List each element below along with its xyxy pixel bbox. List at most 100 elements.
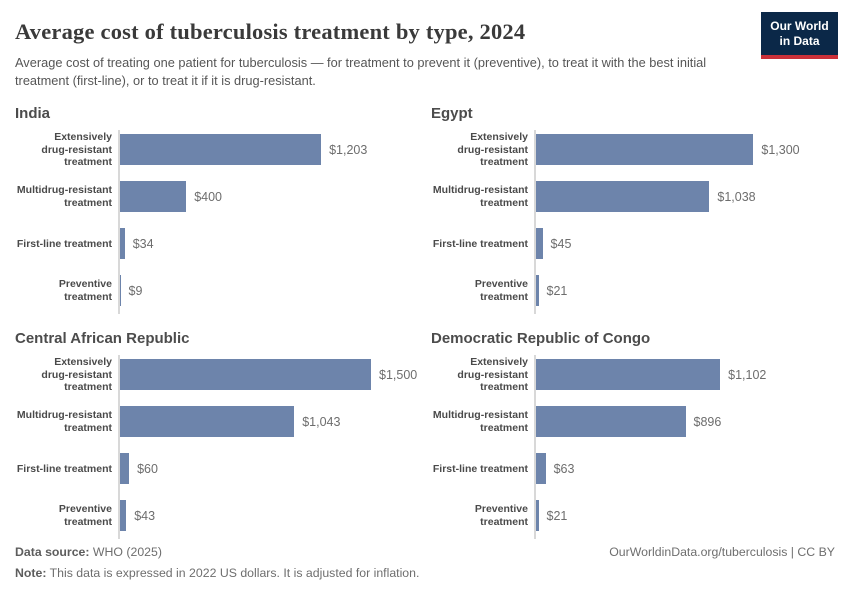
bar-area: $21 xyxy=(535,275,568,307)
bar[interactable] xyxy=(535,134,754,166)
country-panel: Egypt Extensively drug-resistant treatment $… xyxy=(431,105,835,315)
owid-logo-line1: Our World xyxy=(770,19,829,33)
bar-row: Preventive treatment $9 xyxy=(15,275,419,307)
value-label: $896 xyxy=(693,414,722,429)
panels-grid: India Extensively drug-resistant treatment $… xyxy=(15,105,835,540)
panel-title: Central African Republic xyxy=(15,330,190,348)
value-label: $43 xyxy=(134,508,156,523)
country-panel: Democratic Republic of Congo Extensively d… xyxy=(431,330,835,540)
panel-rows: Extensively drug-resistant treatment $1,203… xyxy=(15,130,419,315)
bar-row: Extensively drug-resistant treatment $1,500 xyxy=(15,356,419,393)
chart-subtitle: Average cost of treating one patient for… xyxy=(15,55,707,89)
category-label: First-line treatment xyxy=(432,237,528,250)
bar[interactable] xyxy=(119,406,295,438)
chart-footer: Data source: WHO (2025) OurWorldinData.o… xyxy=(15,542,835,584)
value-label: $400 xyxy=(194,189,222,204)
bar-area: $43 xyxy=(119,500,156,532)
owid-logo-red-strip xyxy=(761,55,838,59)
bar-area: $9 xyxy=(119,275,143,307)
value-label: $34 xyxy=(132,236,154,251)
value-label: $1,203 xyxy=(329,142,368,157)
bar-row: Multidrug-resistant treatment $1,038 xyxy=(431,181,835,213)
panel-title: Egypt xyxy=(431,105,473,123)
category-label: Extensively drug-resistant treatment xyxy=(41,131,112,168)
category-label: Preventive treatment xyxy=(474,278,528,303)
bar[interactable] xyxy=(119,359,371,391)
bar[interactable] xyxy=(535,228,543,260)
note-label: Note: xyxy=(15,566,47,581)
value-label: $1,102 xyxy=(728,367,767,382)
category-label: First-line treatment xyxy=(16,237,112,250)
bar-area: $45 xyxy=(535,228,572,260)
owid-link[interactable]: OurWorldinData.org/tuberculosis | CC BY xyxy=(609,545,835,560)
owid-logo[interactable]: Our World in Data xyxy=(761,12,838,59)
bar-row: First-line treatment $34 xyxy=(15,228,419,260)
panel-rows: Extensively drug-resistant treatment $1,102… xyxy=(431,355,835,540)
bar-row: Multidrug-resistant treatment $1,043 xyxy=(15,406,419,438)
bar[interactable] xyxy=(119,275,121,307)
bar[interactable] xyxy=(119,228,125,260)
country-panel: India Extensively drug-resistant treatment $… xyxy=(15,105,419,315)
bar[interactable] xyxy=(535,500,539,532)
category-label: Preventive treatment xyxy=(58,278,112,303)
value-label: $60 xyxy=(137,461,158,476)
category-label: Multidrug-resistant treatment xyxy=(432,184,528,209)
data-source-label: Data source: xyxy=(15,545,90,560)
category-label: First-line treatment xyxy=(16,462,112,475)
value-label: $1,038 xyxy=(717,189,756,204)
bar-row: First-line treatment $45 xyxy=(431,228,835,260)
bar[interactable] xyxy=(535,359,721,391)
owid-logo-text: Our World in Data xyxy=(761,12,838,55)
bar-row: Extensively drug-resistant treatment $1,102 xyxy=(431,356,835,393)
bar-row: First-line treatment $60 xyxy=(15,453,419,485)
category-label: Preventive treatment xyxy=(58,503,112,528)
bar[interactable] xyxy=(119,500,127,532)
owid-logo-line2: in Data xyxy=(779,34,820,48)
bar[interactable] xyxy=(535,453,546,485)
category-label: Extensively drug-resistant treatment xyxy=(457,131,528,168)
value-label: $63 xyxy=(553,461,575,476)
bar-area: $1,043 xyxy=(119,406,341,438)
category-label: Preventive treatment xyxy=(474,503,528,528)
bar[interactable] xyxy=(119,181,187,213)
bar-row: Preventive treatment $43 xyxy=(15,500,419,532)
category-label: Multidrug-resistant treatment xyxy=(16,409,112,434)
panel-title: Democratic Republic of Congo xyxy=(431,330,651,348)
bar[interactable] xyxy=(119,134,322,166)
bar-area: $896 xyxy=(535,406,722,438)
chart-note: Note: This data is expressed in 2022 US … xyxy=(15,563,835,584)
bar-area: $34 xyxy=(119,228,154,260)
value-label: $1,043 xyxy=(302,414,341,429)
bar-row: Extensively drug-resistant treatment $1,300 xyxy=(431,131,835,168)
bar-row: Multidrug-resistant treatment $400 xyxy=(15,181,419,213)
bar-area: $1,300 xyxy=(535,134,800,166)
bar-area: $1,203 xyxy=(119,134,368,166)
category-label: First-line treatment xyxy=(432,462,528,475)
bar-area: $1,038 xyxy=(535,181,756,213)
value-label: $1,300 xyxy=(761,142,800,157)
data-source: Data source: WHO (2025) xyxy=(15,542,162,563)
bar[interactable] xyxy=(119,453,130,485)
bar-row: First-line treatment $63 xyxy=(431,453,835,485)
category-label: Extensively drug-resistant treatment xyxy=(41,356,112,393)
country-panel: Central African Republic Extensively drug-… xyxy=(15,330,419,540)
bar[interactable] xyxy=(535,275,539,307)
panel-rows: Extensively drug-resistant treatment $1,500… xyxy=(15,355,419,540)
bar-area: $1,102 xyxy=(535,359,767,391)
bar-area: $60 xyxy=(119,453,158,485)
value-label: $1,500 xyxy=(379,367,418,382)
bar[interactable] xyxy=(535,406,686,438)
value-label: $9 xyxy=(128,283,143,298)
data-source-text: WHO (2025) xyxy=(89,545,162,560)
bar-row: Multidrug-resistant treatment $896 xyxy=(431,406,835,438)
value-label: $45 xyxy=(550,236,572,251)
bar[interactable] xyxy=(535,181,710,213)
bar-row: Extensively drug-resistant treatment $1,203 xyxy=(15,131,419,168)
bar-area: $1,500 xyxy=(119,359,418,391)
bar-area: $63 xyxy=(535,453,575,485)
value-label: $21 xyxy=(546,283,568,298)
bar-area: $400 xyxy=(119,181,222,213)
value-label: $21 xyxy=(546,508,568,523)
panel-title: India xyxy=(15,105,51,123)
